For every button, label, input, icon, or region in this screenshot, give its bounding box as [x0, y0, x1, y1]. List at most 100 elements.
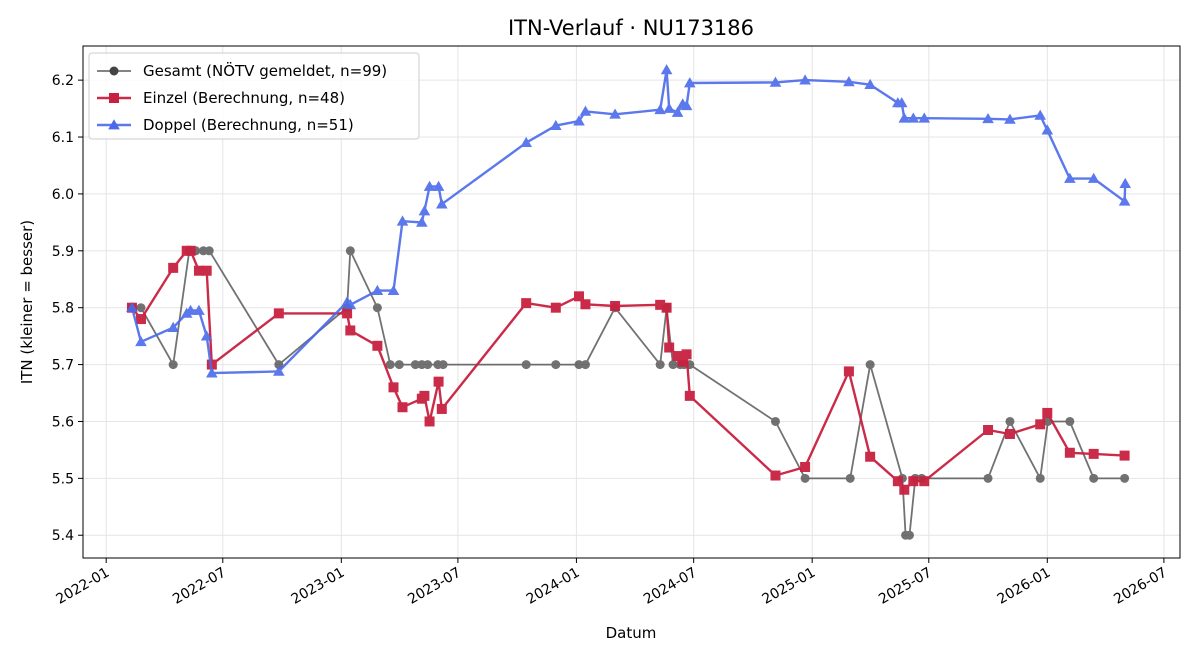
data-point-einzel [677, 356, 688, 367]
data-point-doppel [663, 102, 675, 113]
data-point-doppel [1004, 113, 1016, 124]
data-point-doppel [1119, 177, 1132, 189]
data-point-doppel [918, 112, 931, 123]
data-point-doppel [418, 205, 431, 216]
data-point-doppel [167, 321, 179, 332]
data-point-doppel [898, 112, 911, 123]
data-point-einzel [655, 299, 666, 310]
data-point-gesamt [438, 360, 448, 370]
data-point-doppel [387, 284, 400, 295]
data-point-gesamt [274, 360, 284, 370]
data-point-doppel [660, 64, 673, 75]
data-point-gesamt [865, 360, 875, 370]
data-point-einzel [1042, 407, 1053, 418]
y-tick-label: 6.2 [52, 73, 74, 89]
data-point-doppel [416, 216, 428, 227]
data-point-doppel [1064, 172, 1076, 183]
x-tick-label: 2022-07 [170, 565, 229, 608]
data-point-doppel [396, 215, 409, 226]
data-point-einzel [201, 265, 212, 276]
data-point-gesamt [655, 360, 665, 370]
data-point-einzel [574, 291, 585, 302]
data-point-gesamt [770, 416, 780, 426]
chart-title: ITN-Verlauf · NU173186 [508, 16, 754, 40]
x-tick-label: 2025-01 [760, 565, 819, 608]
data-point-einzel [424, 416, 435, 427]
data-point-einzel [919, 476, 930, 487]
data-point-doppel [683, 77, 696, 88]
data-point-einzel [1035, 419, 1046, 430]
data-point-doppel [344, 299, 357, 310]
data-point-doppel [573, 115, 585, 126]
data-point-gesamt [168, 360, 178, 370]
data-point-gesamt [983, 473, 993, 483]
y-tick-label: 5.6 [52, 414, 74, 430]
data-point-doppel [843, 76, 855, 87]
data-point-einzel [388, 382, 399, 393]
data-point-gesamt [1120, 473, 1130, 483]
y-tick-label: 5.7 [52, 358, 74, 374]
data-point-doppel [609, 108, 621, 119]
data-point-gesamt [904, 530, 914, 540]
data-point-gesamt [410, 360, 420, 370]
data-point-doppel [769, 76, 782, 87]
data-point-einzel [433, 376, 444, 387]
data-point-doppel [206, 367, 218, 378]
y-tick-label: 5.8 [52, 301, 74, 317]
series-line-doppel [130, 68, 1127, 375]
legend-marker-einzel [109, 93, 119, 103]
data-point-einzel [983, 425, 994, 435]
data-point-gesamt [1089, 473, 1099, 483]
legend: Gesamt (NÖTV gemeldet, n=99) Einzel (Bere… [88, 52, 420, 140]
x-tick-label: 2026-07 [1111, 565, 1170, 608]
data-point-einzel [372, 340, 383, 351]
data-point-gesamt [1035, 473, 1045, 483]
data-point-einzel [899, 484, 910, 495]
data-point-einzel [168, 262, 179, 273]
data-point-doppel [550, 119, 562, 130]
data-point-doppel [520, 136, 532, 148]
data-point-doppel [135, 336, 147, 347]
data-point-doppel [371, 284, 384, 295]
x-tick-label: 2024-01 [524, 565, 583, 608]
data-point-einzel [672, 351, 683, 362]
x-tick-label: 2025-07 [876, 565, 935, 608]
data-point-einzel [800, 461, 811, 472]
data-point-gesamt [136, 303, 146, 313]
data-point-doppel [1118, 195, 1131, 206]
data-point-gesamt [1065, 416, 1075, 426]
data-point-doppel [907, 112, 920, 123]
data-point-einzel [273, 308, 284, 319]
data-point-doppel [435, 198, 448, 209]
legend-marker-doppel [108, 119, 120, 130]
data-point-doppel [200, 330, 213, 341]
data-point-einzel [892, 476, 903, 487]
data-point-doppel [1087, 172, 1100, 183]
data-point-einzel [908, 476, 919, 487]
data-point-doppel [895, 97, 908, 108]
data-point-doppel [1034, 109, 1047, 120]
data-point-einzel [550, 302, 561, 313]
y-tick-label: 6.1 [52, 130, 74, 146]
y-tick-label: 5.4 [52, 528, 74, 544]
data-point-einzel [1119, 450, 1130, 461]
data-point-gesamt [345, 246, 355, 256]
x-tick-label: 2023-07 [405, 565, 464, 608]
data-point-einzel [185, 245, 196, 256]
data-point-einzel [580, 299, 591, 310]
data-point-doppel [273, 365, 285, 376]
data-point-gesamt [1005, 416, 1015, 426]
data-point-einzel [419, 390, 430, 401]
data-point-doppel [654, 103, 666, 115]
data-point-einzel [397, 402, 408, 413]
data-point-gesamt [423, 360, 433, 370]
data-point-einzel [345, 325, 356, 336]
data-point-doppel [193, 304, 205, 315]
data-point-gesamt [521, 360, 531, 370]
data-point-doppel [432, 180, 445, 191]
data-point-doppel [864, 78, 876, 90]
legend-marker-gesamt [109, 66, 119, 76]
x-tick-label: 2024-07 [641, 565, 700, 608]
data-point-gesamt [800, 473, 810, 483]
